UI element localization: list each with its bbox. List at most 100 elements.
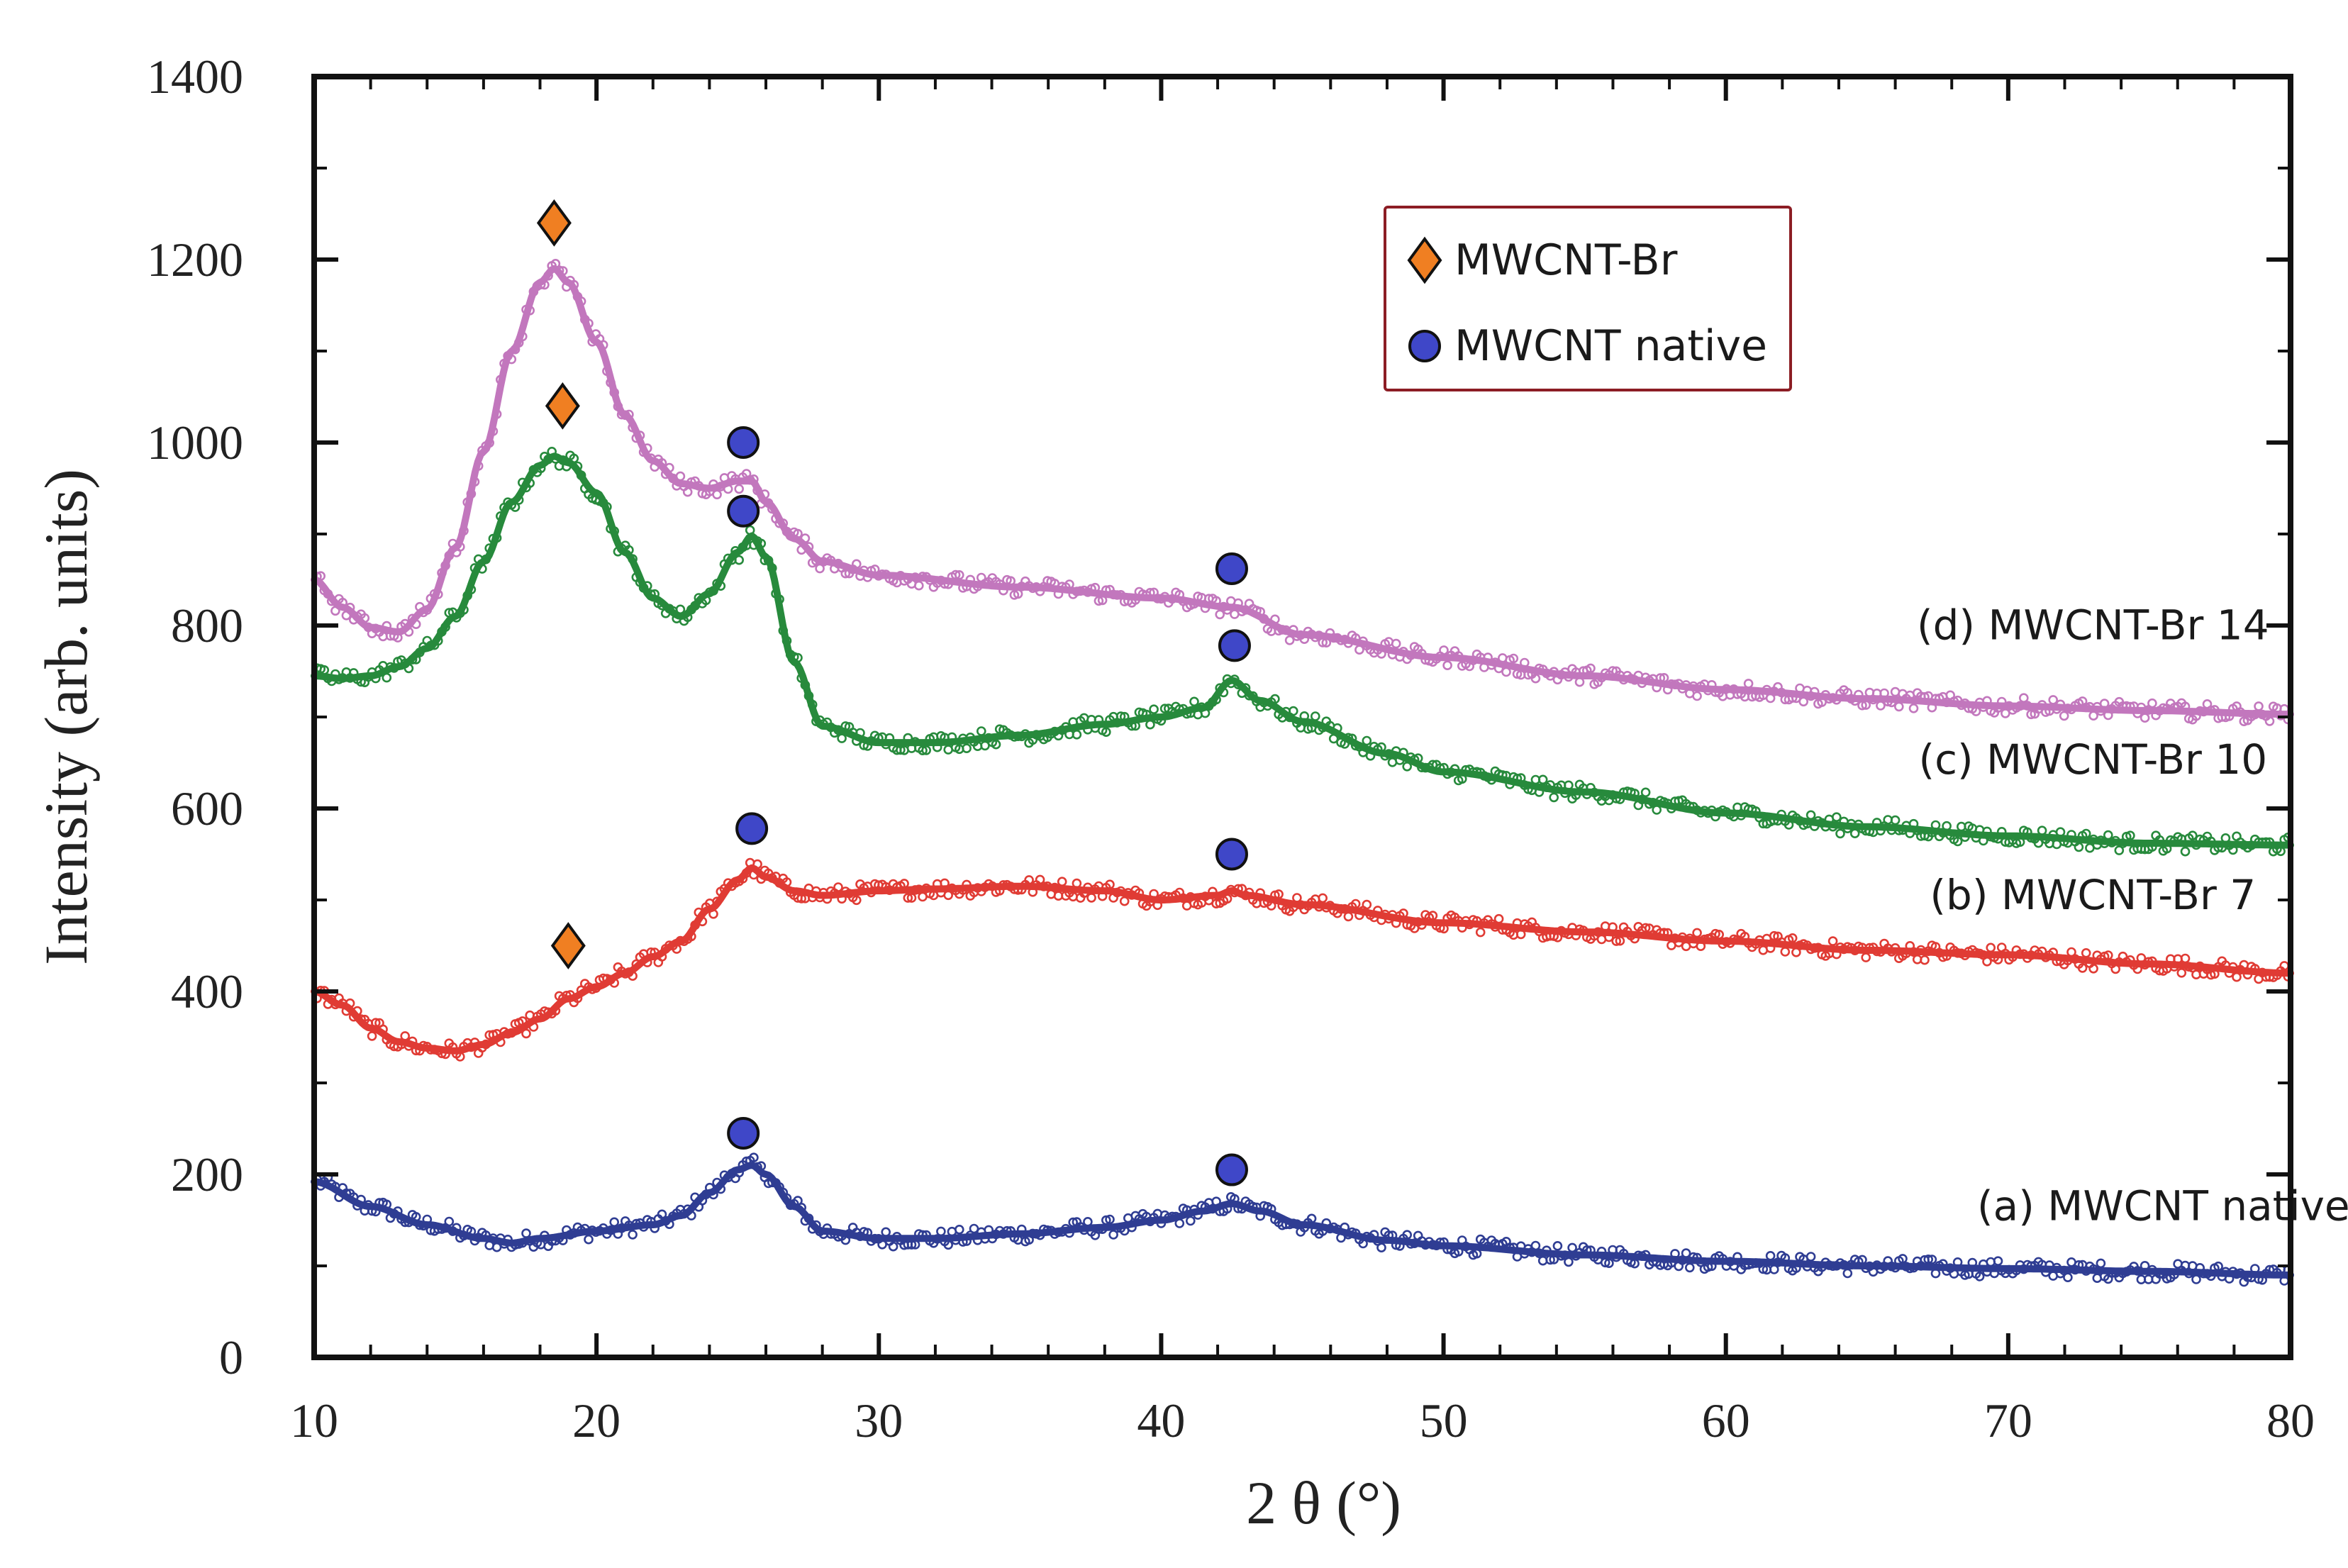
x-tick-label: 30 [855,1394,903,1447]
data-point [1769,930,1779,941]
data-point [1493,913,1504,924]
series-label: (c) MWCNT-Br 10 [1918,735,2267,784]
circle-icon [727,494,760,528]
data-point [367,1031,377,1041]
circle-icon [1215,1153,1248,1186]
legend: MWCNT-Br MWCNT native [1384,206,1792,391]
data-point [921,745,931,755]
series-d-mwcnt-br-14 [311,258,2294,727]
data-point [1289,706,1298,716]
data-point [1549,792,1559,803]
data-point [749,1152,759,1162]
y-tick-label: 400 [171,964,243,1018]
data-point [1530,1240,1541,1251]
legend-box [1384,206,1792,391]
data-point [1586,663,1596,674]
y-tick-label: 0 [219,1330,243,1384]
x-tick-label: 50 [1420,1394,1468,1447]
circle-icon [1215,552,1248,586]
data-point [2077,963,2088,973]
data-point [1530,673,1541,684]
data-point [1780,947,1791,957]
data-point [1343,911,1354,922]
series-c-mwcnt-br-10 [311,446,2294,857]
data-point [2063,1272,2073,1282]
data-point [914,580,924,591]
data-point [1827,936,1838,946]
x-tick-label: 80 [2266,1394,2315,1447]
legend-label-mwcnt-native: MWCNT native [1454,321,1767,371]
data-point [1861,952,1871,962]
diamond-icon [550,922,586,969]
data-point [1508,653,1519,664]
data-point [734,555,744,565]
data-point [1086,893,1096,903]
circle-icon [735,812,769,845]
data-point [1552,1241,1563,1251]
data-point [1842,1268,1853,1279]
data-point [1920,955,1930,965]
data-point [1692,691,1702,701]
legend-entry-mwcnt-native: MWCNT native [1408,321,1767,371]
data-point [1993,1256,2003,1266]
data-point [584,1234,594,1245]
data-point [1894,701,1904,712]
data-point [1604,1258,1614,1268]
x-tick-label: 10 [290,1394,338,1447]
circle-icon [727,1116,760,1150]
data-point [1611,936,1621,946]
y-tick-label: 800 [171,599,243,652]
data-point [734,484,744,494]
data-point [2114,845,2125,855]
data-point [1952,836,1963,847]
data-point [2081,948,2091,958]
data-point [2191,1274,2201,1284]
data-point [1311,711,1320,721]
data-point [1974,1272,1985,1281]
data-point [1923,1255,1933,1264]
data-point [628,1230,638,1240]
annotation-layer [536,199,1251,1186]
x-tick-label: 60 [1702,1394,1750,1447]
series-label: (d) MWCNT-Br 14 [1917,601,2269,649]
data-point [1765,1251,1776,1261]
data-point [1652,805,1662,815]
y-tick-label: 1000 [147,416,243,469]
data-point [977,726,986,736]
data-point [1376,1242,1386,1252]
data-point [1284,635,1295,645]
data-point [903,893,913,903]
data-point [1145,719,1155,730]
data-point [1567,1242,1577,1253]
series-line [311,452,2294,849]
legend-label-mwcnt-br: MWCNT-Br [1454,235,1678,285]
data-point [1908,703,1919,713]
data-point [918,745,928,755]
data-point [2180,846,2191,857]
data-point [991,739,1001,750]
series-label-layer: (d) MWCNT-Br 14 (c) MWCNT-Br 10 (b) MWCNT-… [1917,601,2348,1230]
data-point [1391,638,1401,649]
data-point [1832,812,1842,822]
data-point [1189,696,1199,707]
data-point [1475,927,1486,938]
data-point [1640,923,1651,933]
y-axis-title: Intensity (arb. units) [32,469,100,965]
y-tick-label: 200 [171,1147,243,1201]
circle-icon [1215,838,1248,871]
data-point [2026,709,2036,720]
data-point [682,486,693,497]
data-point [2176,968,2187,978]
data-point [1362,899,1372,910]
data-point [1898,1254,1908,1264]
data-point [2254,701,2264,711]
series-b-mwcnt-br-7 [311,857,2294,1062]
data-point [1186,1216,1196,1226]
series-layer [311,258,2294,1287]
series-label: (b) MWCNT-Br 7 [1930,871,2256,919]
diamond-icon [1407,236,1442,284]
y-tick-label: 1200 [147,233,243,287]
data-point [936,1226,946,1237]
